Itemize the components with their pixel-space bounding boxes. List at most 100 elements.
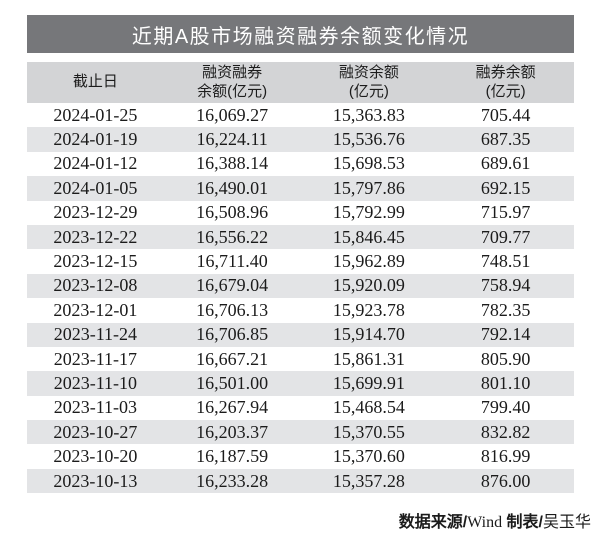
cell-financing-balance: 15,792.99 <box>332 202 405 223</box>
cell-margin-total: 16,556.22 <box>196 226 269 247</box>
cell-securities-balance: 705.44 <box>480 104 531 125</box>
cell-date: 2023-12-01 <box>53 299 138 320</box>
cell-date: 2024-01-25 <box>53 104 138 125</box>
cell-financing-balance: 15,914.70 <box>332 324 405 345</box>
table-row: 2024-01-12 16,388.14 15,698.53 689.61 <box>27 152 574 176</box>
cell-margin-total: 16,706.85 <box>196 324 269 345</box>
cell-securities-balance: 692.15 <box>480 177 531 198</box>
cell-securities-balance: 715.97 <box>480 202 531 223</box>
table-row: 2023-10-20 16,187.59 15,370.60 816.99 <box>27 444 574 468</box>
table-row: 2023-10-13 16,233.28 15,357.28 876.00 <box>27 468 574 494</box>
cell-securities-balance: 805.90 <box>480 348 531 369</box>
column-header-label: (亿元) <box>485 82 526 100</box>
cell-securities-balance: 709.77 <box>480 226 531 247</box>
cell-date: 2024-01-12 <box>53 153 138 174</box>
column-header-financing-balance: 融资余额 (亿元) <box>301 62 438 103</box>
cell-date: 2023-11-17 <box>53 348 138 369</box>
table-row: 2023-12-15 16,711.40 15,962.89 748.51 <box>27 249 574 273</box>
cell-securities-balance: 782.35 <box>480 299 531 320</box>
table-row: 2023-12-29 16,508.96 15,792.99 715.97 <box>27 201 574 225</box>
cell-date: 2023-10-20 <box>53 446 138 467</box>
cell-margin-total: 16,501.00 <box>196 372 269 393</box>
cell-financing-balance: 15,370.55 <box>332 421 405 442</box>
source-credit: 数据来源/Wind 制表/吴玉华 <box>399 508 591 532</box>
cell-financing-balance: 15,846.45 <box>332 226 405 247</box>
cell-margin-total: 16,388.14 <box>196 153 269 174</box>
cell-date: 2023-12-08 <box>53 275 138 296</box>
column-header-securities-balance: 融券余额 (亿元) <box>437 62 574 103</box>
column-header-label: 融券余额 <box>475 63 536 81</box>
table-row: 2023-11-24 16,706.85 15,914.70 792.14 <box>27 322 574 347</box>
tabulation-label: 制表/ <box>502 514 543 531</box>
cell-date: 2023-10-27 <box>53 421 138 442</box>
column-header-label: 融资融券 <box>202 63 263 81</box>
cell-securities-balance: 687.35 <box>480 129 531 150</box>
cell-financing-balance: 15,357.28 <box>332 470 405 491</box>
cell-financing-balance: 15,920.09 <box>332 275 405 296</box>
cell-margin-total: 16,711.40 <box>196 251 268 272</box>
cell-securities-balance: 816.99 <box>480 446 531 467</box>
cell-financing-balance: 15,962.89 <box>332 251 405 272</box>
table-row: 2023-11-17 16,667.21 15,861.31 805.90 <box>27 347 574 371</box>
cell-margin-total: 16,490.01 <box>196 177 269 198</box>
cell-margin-total: 16,508.96 <box>196 202 269 223</box>
cell-financing-balance: 15,363.83 <box>332 104 405 125</box>
column-header-label: 截止日 <box>72 73 118 91</box>
cell-date: 2024-01-05 <box>53 177 138 198</box>
column-header-label: 融资余额 <box>338 63 399 81</box>
table-row: 2023-12-08 16,679.04 15,920.09 758.94 <box>27 273 574 299</box>
column-header-label: (亿元) <box>348 82 389 100</box>
cell-margin-total: 16,224.11 <box>196 129 268 150</box>
cell-margin-total: 16,069.27 <box>196 104 269 125</box>
cell-securities-balance: 801.10 <box>480 372 531 393</box>
cell-margin-total: 16,187.59 <box>196 446 269 467</box>
table-header-row: 截止日 融资融券 余额(亿元) 融资余额 (亿元) 融券余额 (亿元) <box>27 62 574 103</box>
source-label: 数据来源/ <box>398 514 468 531</box>
table-row: 2023-11-03 16,267.94 15,468.54 799.40 <box>27 396 574 420</box>
cell-date: 2023-10-13 <box>53 470 138 491</box>
cell-date: 2023-11-10 <box>53 372 138 393</box>
table-row: 2024-01-05 16,490.01 15,797.86 692.15 <box>27 176 574 201</box>
cell-margin-total: 16,203.37 <box>196 421 269 442</box>
table-row: 2023-12-22 16,556.22 15,846.45 709.77 <box>27 224 574 250</box>
cell-securities-balance: 689.61 <box>480 153 531 174</box>
page-title: 近期A股市场融资融券余额变化情况 <box>131 25 470 48</box>
cell-margin-total: 16,706.13 <box>196 299 269 320</box>
column-header-margin-total: 融资融券 余额(亿元) <box>164 62 301 103</box>
cell-financing-balance: 15,698.53 <box>332 153 405 174</box>
cell-date: 2023-12-22 <box>53 226 138 247</box>
cell-margin-total: 16,233.28 <box>196 470 269 491</box>
cell-financing-balance: 15,861.31 <box>332 348 405 369</box>
cell-securities-balance: 792.14 <box>480 324 531 345</box>
cell-securities-balance: 799.40 <box>480 397 531 418</box>
cell-date: 2023-12-29 <box>53 202 138 223</box>
table-body: 2024-01-25 16,069.27 15,363.83 705.44 20… <box>27 103 574 494</box>
cell-financing-balance: 15,797.86 <box>332 177 405 198</box>
cell-financing-balance: 15,536.76 <box>332 129 405 150</box>
cell-margin-total: 16,267.94 <box>196 397 269 418</box>
cell-financing-balance: 15,699.91 <box>332 372 405 393</box>
cell-securities-balance: 876.00 <box>480 470 531 491</box>
table-row: 2024-01-19 16,224.11 15,536.76 687.35 <box>27 127 574 152</box>
cell-financing-balance: 15,468.54 <box>332 397 405 418</box>
author-name: 吴玉华 <box>542 514 591 531</box>
cell-securities-balance: 832.82 <box>480 421 531 442</box>
cell-securities-balance: 758.94 <box>480 275 531 296</box>
cell-securities-balance: 748.51 <box>480 251 531 272</box>
cell-date: 2023-11-24 <box>53 324 138 345</box>
cell-financing-balance: 15,923.78 <box>332 299 405 320</box>
table-row: 2023-10-27 16,203.37 15,370.55 832.82 <box>27 420 574 445</box>
table-row: 2023-11-10 16,501.00 15,699.91 801.10 <box>27 371 574 396</box>
column-header-date: 截止日 <box>27 62 164 103</box>
cell-margin-total: 16,679.04 <box>196 275 269 296</box>
table-row: 2023-12-01 16,706.13 15,923.78 782.35 <box>27 298 574 322</box>
title-bar: 近期A股市场融资融券余额变化情况 <box>27 15 574 53</box>
cell-date: 2023-11-03 <box>53 397 138 418</box>
source-name: Wind <box>467 514 503 531</box>
table-row: 2024-01-25 16,069.27 15,363.83 705.44 <box>27 103 574 127</box>
cell-margin-total: 16,667.21 <box>196 348 269 369</box>
cell-date: 2023-12-15 <box>53 251 138 272</box>
cell-date: 2024-01-19 <box>53 129 138 150</box>
cell-financing-balance: 15,370.60 <box>332 446 405 467</box>
